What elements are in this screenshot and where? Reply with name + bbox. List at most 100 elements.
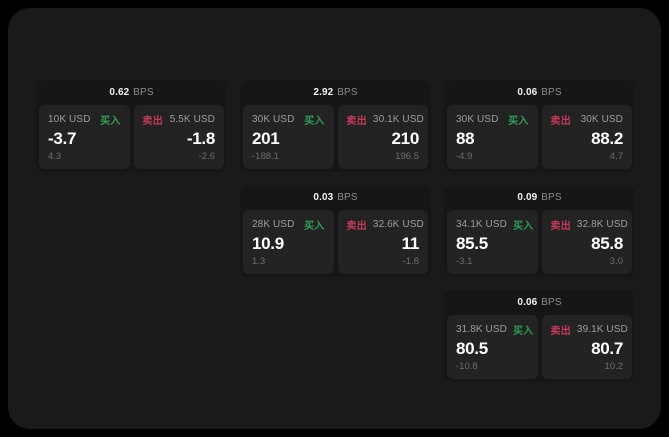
buy-tag[interactable]: 买入 [512, 325, 534, 337]
card-header: 0.06 BPS [444, 290, 635, 315]
order-size-label: 5.5K USD [169, 113, 215, 125]
delta-value: 1.3 [252, 256, 266, 267]
column-3: 0.06 BPS 30K USD 买入 88 -4.9 卖出 30K USD 88.2 4.7 0.… [444, 80, 635, 382]
sell-side[interactable]: 卖出 5.5K USD -1.8 -2.6 [133, 105, 224, 169]
delta-value: 4.3 [48, 151, 62, 162]
side-header: 卖出 32.8K USD [550, 218, 628, 232]
delta-value: 3.0 [609, 256, 623, 267]
sell-tag[interactable]: 卖出 [346, 220, 367, 232]
order-size-label: 30K USD [252, 113, 295, 125]
price-value: 210 [391, 128, 420, 148]
price-value: 10.9 [252, 233, 284, 253]
card-body: 28K USD 买入 10.9 1.3 卖出 32.6K USD 11 -1.8 [240, 210, 431, 277]
order-size-label: 39.1K USD [576, 323, 628, 335]
side-header: 卖出 30.1K USD [346, 113, 424, 127]
buy-side[interactable]: 34.1K USD 买入 85.5 -3.1 [447, 210, 538, 274]
column-2: 2.92 BPS 30K USD 买入 201 -188.1 卖出 30.1K USD 210 1… [240, 80, 431, 277]
price-value: 80.5 [456, 338, 488, 358]
card-body: 31.8K USD 买入 80.5 -10.8 卖出 39.1K USD 80.7 10.2 [444, 315, 635, 382]
order-size-label: 34.1K USD [456, 218, 507, 230]
order-size-label: 30.1K USD [372, 113, 424, 125]
bps-unit-label: BPS [337, 87, 358, 98]
side-header: 34.1K USD 买入 [456, 218, 533, 232]
bps-value: 0.06 [517, 297, 538, 308]
delta-value: 10.2 [604, 361, 624, 372]
card-header: 0.62 BPS [36, 80, 227, 105]
bps-unit-label: BPS [133, 87, 154, 98]
card-body: 30K USD 买入 201 -188.1 卖出 30.1K USD 210 196.5 [240, 105, 431, 172]
buy-side[interactable]: 31.8K USD 买入 80.5 -10.8 [447, 315, 538, 379]
price-value: 85.8 [591, 233, 623, 253]
sell-tag[interactable]: 卖出 [142, 115, 163, 127]
quote-card[interactable]: 0.09 BPS 34.1K USD 买入 85.5 -3.1 卖出 32.8K USD 85.… [444, 185, 635, 277]
buy-side[interactable]: 30K USD 买入 201 -188.1 [243, 105, 334, 169]
price-value: 85.5 [456, 233, 488, 253]
bps-value: 0.09 [517, 192, 538, 203]
sell-tag[interactable]: 卖出 [550, 325, 571, 337]
bps-unit-label: BPS [541, 192, 562, 203]
card-header: 0.06 BPS [444, 80, 635, 105]
side-header: 28K USD 买入 [252, 218, 325, 232]
quote-card[interactable]: 0.62 BPS 10K USD 买入 -3.7 4.3 卖出 5.5K USD -1.8 -2.… [36, 80, 227, 172]
delta-value: -3.1 [456, 256, 473, 267]
bps-unit-label: BPS [541, 297, 562, 308]
side-header: 31.8K USD 买入 [456, 323, 533, 337]
buy-side[interactable]: 30K USD 买入 88 -4.9 [447, 105, 538, 169]
card-header: 0.03 BPS [240, 185, 431, 210]
price-value: -3.7 [48, 128, 77, 148]
order-size-label: 30K USD [456, 113, 499, 125]
app-panel: 0.62 BPS 10K USD 买入 -3.7 4.3 卖出 5.5K USD -1.8 -2.… [8, 8, 661, 429]
quote-card[interactable]: 0.06 BPS 30K USD 买入 88 -4.9 卖出 30K USD 88.2 4.7 [444, 80, 635, 172]
side-header: 30K USD 买入 [456, 113, 529, 127]
price-value: 88 [456, 128, 475, 148]
quote-card-board: 0.62 BPS 10K USD 买入 -3.7 4.3 卖出 5.5K USD -1.8 -2.… [36, 80, 636, 382]
price-value: 11 [401, 233, 420, 253]
order-size-label: 10K USD [48, 113, 91, 125]
side-header: 10K USD 买入 [48, 113, 121, 127]
order-size-label: 28K USD [252, 218, 295, 230]
sell-side[interactable]: 卖出 32.8K USD 85.8 3.0 [541, 210, 632, 274]
price-value: 201 [252, 128, 280, 148]
delta-value: 4.7 [609, 151, 623, 162]
card-body: 30K USD 买入 88 -4.9 卖出 30K USD 88.2 4.7 [444, 105, 635, 172]
delta-value: -4.9 [456, 151, 473, 162]
buy-side[interactable]: 28K USD 买入 10.9 1.3 [243, 210, 334, 274]
bps-value: 0.62 [109, 87, 130, 98]
buy-side[interactable]: 10K USD 买入 -3.7 4.3 [39, 105, 130, 169]
bps-value: 0.06 [517, 87, 538, 98]
order-size-label: 31.8K USD [456, 323, 507, 335]
card-body: 10K USD 买入 -3.7 4.3 卖出 5.5K USD -1.8 -2.6 [36, 105, 227, 172]
delta-value: -1.8 [402, 256, 419, 267]
sell-tag[interactable]: 卖出 [346, 115, 367, 127]
quote-card[interactable]: 0.03 BPS 28K USD 买入 10.9 1.3 卖出 32.6K USD 11 -1.8 [240, 185, 431, 277]
quote-card[interactable]: 0.06 BPS 31.8K USD 买入 80.5 -10.8 卖出 39.1K USD 80… [444, 290, 635, 382]
card-header: 2.92 BPS [240, 80, 431, 105]
price-value: -1.8 [186, 128, 215, 148]
side-header: 卖出 39.1K USD [550, 323, 628, 337]
side-header: 卖出 5.5K USD [142, 113, 216, 127]
sell-tag[interactable]: 卖出 [550, 115, 571, 127]
buy-tag[interactable]: 买入 [304, 115, 325, 127]
buy-tag[interactable]: 买入 [100, 115, 121, 127]
order-size-label: 30K USD [580, 113, 623, 125]
buy-tag[interactable]: 买入 [304, 220, 325, 232]
side-header: 30K USD 买入 [252, 113, 325, 127]
sell-side[interactable]: 卖出 39.1K USD 80.7 10.2 [541, 315, 632, 379]
bps-unit-label: BPS [541, 87, 562, 98]
side-header: 卖出 30K USD [550, 113, 624, 127]
sell-side[interactable]: 卖出 30.1K USD 210 196.5 [337, 105, 428, 169]
column-1: 0.62 BPS 10K USD 买入 -3.7 4.3 卖出 5.5K USD -1.8 -2.… [36, 80, 227, 172]
sell-tag[interactable]: 卖出 [550, 220, 571, 232]
sell-side[interactable]: 卖出 30K USD 88.2 4.7 [541, 105, 632, 169]
delta-value: -10.8 [456, 361, 478, 372]
buy-tag[interactable]: 买入 [508, 115, 529, 127]
price-value: 88.2 [591, 128, 623, 148]
bps-value: 0.03 [313, 192, 334, 203]
buy-tag[interactable]: 买入 [512, 220, 534, 232]
quote-card[interactable]: 2.92 BPS 30K USD 买入 201 -188.1 卖出 30.1K USD 210 1… [240, 80, 431, 172]
card-body: 34.1K USD 买入 85.5 -3.1 卖出 32.8K USD 85.8 3.0 [444, 210, 635, 277]
card-header: 0.09 BPS [444, 185, 635, 210]
price-value: 80.7 [591, 338, 623, 358]
bps-value: 2.92 [313, 87, 334, 98]
sell-side[interactable]: 卖出 32.6K USD 11 -1.8 [337, 210, 428, 274]
